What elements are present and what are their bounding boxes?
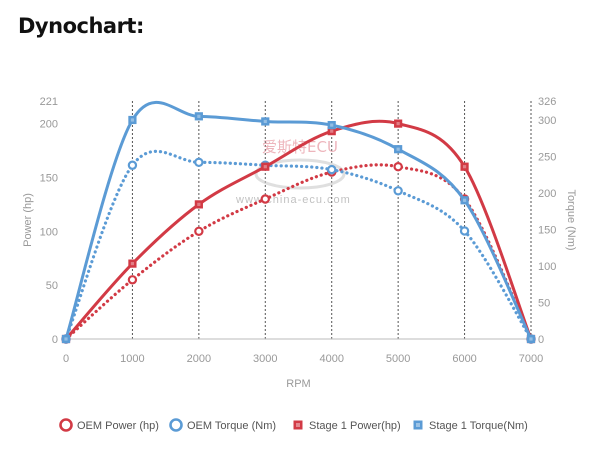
x-tick-label: 0 bbox=[63, 353, 69, 365]
x-tick-label: 5000 bbox=[386, 353, 410, 365]
legend-marker bbox=[413, 420, 423, 430]
legend-marker bbox=[293, 420, 303, 430]
data-point bbox=[327, 164, 337, 175]
series-2 bbox=[61, 149, 536, 344]
y-right-axis-title: Torque (Nm) bbox=[565, 189, 577, 250]
y-left-tick-label: 221 bbox=[40, 96, 58, 108]
data-point-highlight bbox=[330, 129, 334, 133]
y-right-tick-label: 150 bbox=[538, 224, 556, 236]
watermark-logo bbox=[254, 158, 346, 190]
axes: 0 1000 2000 3000 4000 5000 6000 700005010015020… bbox=[22, 96, 577, 390]
data-point bbox=[128, 115, 137, 125]
data-point bbox=[194, 200, 203, 209]
data-point-highlight bbox=[263, 165, 267, 169]
data-point-highlight bbox=[462, 165, 467, 169]
data-point bbox=[127, 275, 138, 285]
legend-marker bbox=[169, 418, 183, 432]
data-point bbox=[127, 160, 138, 170]
y-left-tick-label: 150 bbox=[40, 172, 58, 184]
legend-item: OEM Power (hp) bbox=[59, 418, 159, 432]
data-point-highlight bbox=[529, 337, 533, 341]
x-tick-label: 3000 bbox=[253, 353, 277, 365]
y-left-tick-label: 50 bbox=[46, 280, 58, 292]
legend-marker-highlight bbox=[296, 423, 300, 427]
data-point bbox=[460, 196, 469, 205]
series-1 bbox=[61, 161, 536, 344]
x-tick-label: 1000 bbox=[120, 353, 144, 365]
x-tick-label: 4000 bbox=[319, 353, 343, 365]
data-point bbox=[393, 161, 403, 172]
y-right-tick-label: 300 bbox=[538, 115, 556, 127]
legend-item: OEM Torque (Nm) bbox=[169, 418, 276, 432]
x-tick-label: 6000 bbox=[452, 353, 476, 365]
data-point bbox=[526, 334, 536, 344]
y-right-tick-label: 250 bbox=[538, 151, 556, 163]
y-left-tick-label: 200 bbox=[40, 119, 58, 131]
data-point-highlight bbox=[396, 122, 400, 126]
data-point-highlight bbox=[462, 198, 467, 202]
watermark-url: www.china-ecu.com bbox=[235, 194, 351, 206]
legend-item: Stage 1 Torque(Nm) bbox=[413, 420, 528, 432]
data-point bbox=[394, 145, 403, 154]
data-point bbox=[260, 194, 270, 204]
legend: OEM Power (hp) OEM Torque (Nm) Stage 1 Pow… bbox=[59, 418, 528, 432]
series-layer bbox=[61, 100, 536, 344]
y-left-tick-label: 100 bbox=[40, 226, 58, 238]
y-right-tick-label: 0 bbox=[538, 334, 544, 346]
data-point bbox=[61, 334, 71, 344]
legend-item: Stage 1 Power(hp) bbox=[293, 420, 401, 432]
series-line bbox=[64, 163, 533, 341]
series-4 bbox=[61, 100, 536, 344]
data-point bbox=[261, 162, 270, 171]
data-point-highlight bbox=[64, 337, 68, 341]
data-point bbox=[194, 112, 203, 121]
legend-label: Stage 1 Torque(Nm) bbox=[429, 420, 528, 432]
legend-label: OEM Power (hp) bbox=[77, 420, 159, 432]
data-point-highlight bbox=[396, 147, 400, 151]
page-title: Dynochart: bbox=[18, 14, 144, 38]
y-right-tick-label: 200 bbox=[538, 188, 556, 200]
y-left-tick-label: 0 bbox=[52, 334, 58, 346]
series-line bbox=[64, 149, 533, 341]
y-right-tick-label: 326 bbox=[538, 96, 556, 108]
data-point-highlight bbox=[197, 202, 201, 206]
y-left-axis-title: Power (hp) bbox=[22, 193, 34, 247]
data-point-highlight bbox=[330, 123, 334, 127]
legend-marker bbox=[59, 418, 73, 432]
data-point bbox=[327, 120, 336, 130]
y-right-tick-label: 50 bbox=[538, 297, 550, 309]
grid bbox=[131, 101, 532, 339]
data-point bbox=[194, 226, 204, 237]
x-axis-title: RPM bbox=[286, 378, 310, 390]
legend-marker-highlight bbox=[416, 423, 420, 427]
data-point-highlight bbox=[263, 119, 267, 124]
data-point-highlight bbox=[197, 114, 201, 118]
legend-label: Stage 1 Power(hp) bbox=[309, 420, 401, 432]
data-point bbox=[394, 119, 403, 128]
data-point-highlight bbox=[130, 262, 135, 266]
x-tick-label: 7000 bbox=[519, 353, 543, 365]
data-point bbox=[393, 186, 403, 196]
data-point bbox=[194, 157, 204, 168]
data-point bbox=[261, 117, 270, 126]
data-point bbox=[128, 259, 137, 268]
data-point-highlight bbox=[130, 118, 135, 122]
y-right-tick-label: 100 bbox=[538, 261, 556, 273]
data-point bbox=[460, 162, 469, 171]
legend-label: OEM Torque (Nm) bbox=[187, 420, 276, 432]
data-point bbox=[459, 226, 470, 236]
x-tick-label: 2000 bbox=[187, 353, 211, 365]
